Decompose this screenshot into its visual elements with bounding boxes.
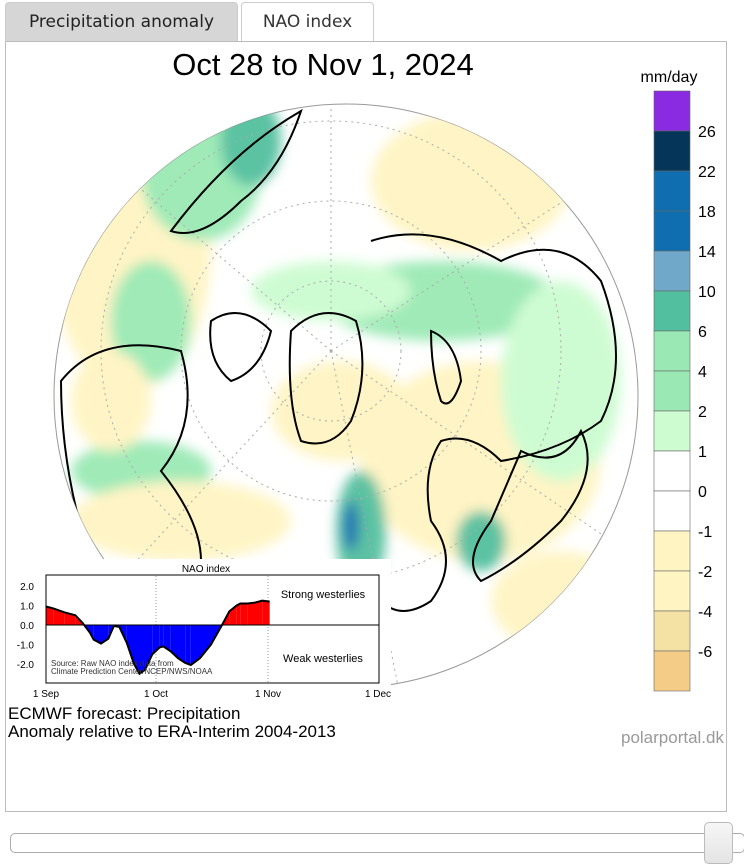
nao-y-tick: 2.0 xyxy=(20,582,34,593)
precipitation-map-figure: Oct 28 to Nov 1, 2024 xyxy=(6,47,725,747)
colorbar-label: 2 xyxy=(698,404,707,421)
nao-negative-area xyxy=(93,625,101,644)
tab-precipitation-anomaly[interactable]: Precipitation anomaly xyxy=(5,2,238,42)
nao-y-tick: 0.0 xyxy=(20,621,34,632)
colorbar-unit: mm/day xyxy=(641,69,698,86)
weak-westerlies-label: Weak westerlies xyxy=(283,653,363,665)
colorbar-label: -4 xyxy=(698,604,712,621)
nao-negative-area xyxy=(170,625,178,659)
nao-x-tick: 1 Oct xyxy=(144,689,168,700)
colorbar-swatch xyxy=(653,130,691,172)
nao-positive-area xyxy=(236,603,241,625)
nao-inset: NAO index Strong westerlies Weak westerl… xyxy=(6,559,391,700)
nao-source-line1: Source: Raw NAO index data from xyxy=(51,659,174,668)
date-slider-track[interactable] xyxy=(10,833,744,853)
colorbar-swatch xyxy=(653,650,691,692)
colorbar-label: 4 xyxy=(698,364,707,381)
tab-nao-index[interactable]: NAO index xyxy=(241,2,374,42)
nao-y-tick: -1.0 xyxy=(17,641,35,652)
colorbar-swatch xyxy=(653,210,691,252)
nao-negative-area xyxy=(200,625,211,659)
date-slider-handle[interactable] xyxy=(704,822,733,864)
colorbar-swatch xyxy=(653,530,691,572)
nao-positive-area xyxy=(53,608,65,625)
nao-negative-area xyxy=(152,625,160,655)
nao-y-tick: 1.0 xyxy=(20,602,34,613)
nao-source-line2: Climate Prediction Center/NCEP/NWS/NOAA xyxy=(51,667,213,676)
colorbar-swatch xyxy=(653,290,691,332)
nao-negative-area xyxy=(178,625,186,664)
colorbar-swatch xyxy=(653,330,691,372)
colorbar-label: 26 xyxy=(698,124,716,141)
nao-positive-area xyxy=(255,600,263,625)
figure-panel: Oct 28 to Nov 1, 2024 xyxy=(5,41,727,812)
nao-x-tick: 1 Dec xyxy=(365,689,391,700)
nao-negative-area xyxy=(139,625,145,674)
nao-x-tick: 1 Nov xyxy=(255,689,281,700)
colorbar-swatch xyxy=(653,490,691,532)
colorbar-label: 22 xyxy=(698,164,716,181)
nao-positive-area xyxy=(247,602,255,625)
caption-line1: ECMWF forecast: Precipitation xyxy=(8,704,240,723)
colorbar-swatch xyxy=(653,250,691,292)
nao-plot-frame xyxy=(45,574,380,684)
colorbar-label: -6 xyxy=(698,644,712,661)
colorbar-swatch xyxy=(653,90,691,132)
nao-negative-area xyxy=(190,625,200,665)
caption-line2: Anomaly relative to ERA-Interim 2004-201… xyxy=(8,722,336,741)
nao-negative-area xyxy=(163,625,171,652)
nao-inset-title: NAO index xyxy=(182,564,230,575)
colorbar-label: 10 xyxy=(698,284,716,301)
nao-x-tick: 1 Sep xyxy=(33,689,60,700)
colorbar-swatch xyxy=(653,450,691,492)
nao-negative-area xyxy=(126,625,134,664)
colorbar-label: 6 xyxy=(698,324,707,341)
nao-positive-area xyxy=(46,606,54,625)
nao-negative-area xyxy=(145,625,153,670)
nao-negative-area xyxy=(134,625,140,674)
colorbar-swatch xyxy=(653,170,691,212)
map-title: Oct 28 to Nov 1, 2024 xyxy=(172,47,474,82)
nao-line xyxy=(45,599,270,676)
nao-y-tick: -2.0 xyxy=(17,660,35,671)
colorbar-swatch xyxy=(653,570,691,612)
colorbar-label: 0 xyxy=(698,484,707,501)
colorbar-label: 14 xyxy=(698,244,716,261)
colorbar-label: 1 xyxy=(698,444,707,461)
colorbar-swatch xyxy=(653,370,691,412)
nao-positive-area xyxy=(240,603,248,625)
colorbar-label: -1 xyxy=(698,524,712,541)
colorbar-swatch xyxy=(653,410,691,452)
credit-label: polarportal.dk xyxy=(621,728,725,747)
nao-negative-area xyxy=(185,625,191,665)
colorbar-label: 18 xyxy=(698,204,716,221)
colorbar-swatch xyxy=(653,610,691,652)
strong-westerlies-label: Strong westerlies xyxy=(281,589,366,601)
nao-negative-area xyxy=(159,625,164,648)
colorbar-label: -2 xyxy=(698,564,712,581)
nao-positive-area xyxy=(262,600,270,625)
